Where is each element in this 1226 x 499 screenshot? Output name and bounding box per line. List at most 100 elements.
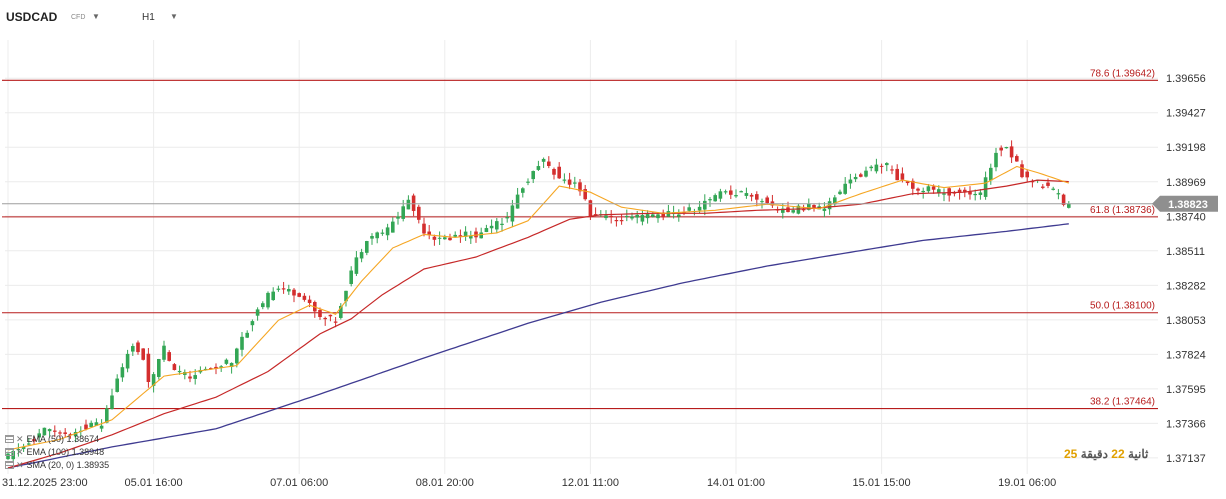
candle-body bbox=[37, 433, 41, 438]
candle-body bbox=[125, 353, 130, 369]
candle-body bbox=[1004, 147, 1009, 149]
candle-body bbox=[396, 216, 400, 219]
candle-body bbox=[495, 221, 499, 230]
candle-body bbox=[370, 236, 374, 239]
candle-body bbox=[796, 205, 801, 214]
candle-body bbox=[739, 191, 743, 193]
candle-body bbox=[417, 206, 421, 220]
y-tick-label: 1.39198 bbox=[1166, 142, 1206, 154]
candle-body bbox=[120, 367, 125, 378]
candle-body bbox=[957, 189, 962, 193]
candle-body bbox=[354, 257, 359, 274]
candle-body bbox=[94, 422, 99, 426]
timeframe-selector[interactable]: H1 bbox=[142, 12, 155, 23]
y-tick-label: 1.37137 bbox=[1166, 453, 1206, 465]
candle-body bbox=[937, 189, 941, 194]
candle-body bbox=[536, 166, 541, 170]
candle-body bbox=[365, 241, 369, 253]
candle-body bbox=[489, 225, 494, 229]
candle-body bbox=[359, 252, 364, 259]
chart-toolbar: USDCAD CFD ▼ H1 ▼ bbox=[0, 0, 1160, 36]
close-icon[interactable]: ✕ bbox=[16, 460, 24, 470]
candle-body bbox=[146, 353, 151, 382]
list-icon[interactable] bbox=[5, 435, 14, 443]
candle-body bbox=[177, 370, 182, 373]
y-tick-label: 1.38511 bbox=[1166, 246, 1205, 258]
candle-body bbox=[406, 199, 411, 210]
symbol-label[interactable]: USDCAD bbox=[6, 10, 58, 24]
candle-body bbox=[541, 158, 546, 162]
candle-body bbox=[755, 194, 759, 200]
countdown-seconds-label: ثانية bbox=[1127, 447, 1149, 461]
candle-body bbox=[115, 378, 119, 392]
candle-body bbox=[890, 169, 894, 171]
candle-body bbox=[68, 434, 73, 436]
legend-item-ema-slow[interactable]: ✕ EMA (100) 1.38948 bbox=[5, 446, 109, 459]
candle-body bbox=[723, 191, 728, 193]
candle-body bbox=[6, 453, 10, 460]
candle-body bbox=[879, 165, 884, 167]
close-icon[interactable]: ✕ bbox=[16, 447, 24, 457]
candle-body bbox=[448, 237, 452, 241]
candle-body bbox=[833, 197, 837, 205]
candle-body bbox=[999, 147, 1003, 151]
candle-body bbox=[333, 321, 338, 323]
candle-body bbox=[812, 204, 816, 209]
candle-body bbox=[947, 188, 951, 196]
candle-body bbox=[73, 431, 78, 437]
candle-body bbox=[567, 179, 572, 185]
candle-body bbox=[224, 359, 229, 364]
y-tick-label: 1.39427 bbox=[1166, 108, 1206, 120]
list-icon[interactable] bbox=[5, 461, 14, 469]
close-icon[interactable]: ✕ bbox=[16, 434, 24, 444]
price-axis: 1.39656 1.39427 1.39198 1.38969 1.38740 1.385… bbox=[2, 73, 1218, 465]
chart-grid bbox=[5, 40, 1158, 474]
candle-body bbox=[911, 180, 915, 189]
y-tick-label: 1.38282 bbox=[1166, 280, 1206, 292]
candle-body bbox=[172, 364, 177, 371]
chevron-down-icon[interactable]: ▼ bbox=[92, 12, 100, 21]
candle-body bbox=[427, 231, 431, 236]
candle-body bbox=[42, 427, 47, 436]
candle-body bbox=[703, 200, 707, 210]
candle-body bbox=[469, 236, 473, 239]
candle-body bbox=[261, 303, 265, 308]
y-tick-label: 1.38740 bbox=[1166, 211, 1206, 223]
candle-body bbox=[255, 309, 260, 316]
chevron-down-icon[interactable]: ▼ bbox=[170, 12, 178, 21]
candle-body bbox=[307, 299, 312, 304]
y-tick-label: 1.37824 bbox=[1166, 349, 1206, 361]
candle-body bbox=[458, 235, 463, 237]
candle-body bbox=[432, 236, 437, 240]
candle-body bbox=[250, 321, 255, 326]
candle-body bbox=[385, 227, 390, 236]
candle-body bbox=[1046, 182, 1050, 186]
candle-body bbox=[281, 288, 286, 290]
candle-body bbox=[500, 223, 504, 225]
candle-body bbox=[635, 214, 639, 218]
legend-item-ema-fast[interactable]: ✕ EMA (50) 1.38674 bbox=[5, 433, 109, 446]
sma-line bbox=[7, 223, 1069, 469]
candle-body bbox=[921, 190, 925, 193]
candle-body bbox=[47, 429, 52, 432]
legend-item-sma[interactable]: ✕ SMA (20, 0) 1.38935 bbox=[5, 459, 109, 472]
candle-body bbox=[1015, 156, 1019, 162]
candle-body bbox=[718, 191, 723, 199]
candle-body bbox=[1067, 203, 1071, 208]
fib-level-label: 38.2 (1.37464) bbox=[1090, 397, 1155, 408]
time-axis: 31.12.2025 23:00 05.01 16:00 07.01 06:00 08… bbox=[2, 477, 1056, 489]
candle-body bbox=[552, 168, 556, 175]
candle-body bbox=[874, 164, 879, 172]
candle-body bbox=[531, 171, 535, 180]
last-price-tag bbox=[1152, 195, 1218, 212]
legend-label: EMA (50) 1.38674 bbox=[26, 434, 100, 444]
candle-body bbox=[734, 195, 738, 197]
list-icon[interactable] bbox=[5, 448, 14, 456]
x-tick-label: 19.01 06:00 bbox=[998, 477, 1056, 489]
candle-body bbox=[895, 168, 899, 181]
candle-body bbox=[63, 432, 67, 434]
countdown-minutes: 22 bbox=[1111, 447, 1125, 461]
candle-body bbox=[99, 425, 104, 429]
